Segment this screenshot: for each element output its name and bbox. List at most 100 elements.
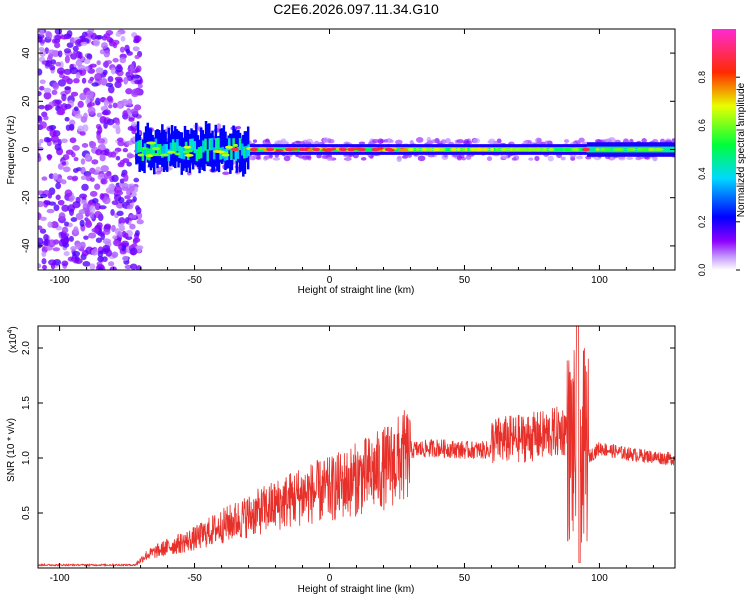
spectrogram-peak (421, 148, 427, 151)
spectrogram-core (208, 138, 212, 151)
spectrogram-noise-blob (72, 168, 79, 173)
spectrogram-noise-blob (125, 88, 133, 95)
spectrogram-band (238, 132, 242, 173)
x-tick-label: 100 (591, 275, 608, 286)
spectrogram-peak (273, 149, 284, 153)
spectrogram-noise-blob (38, 154, 42, 163)
spectrogram-noise-blob (75, 72, 81, 80)
spectrogram-band (161, 124, 164, 168)
spectrogram-haze (263, 155, 270, 160)
spectrogram-core (232, 138, 235, 151)
x-tick-label: 50 (459, 275, 471, 286)
y-tick-label: -20 (21, 190, 32, 205)
spectrogram-noise-blob (112, 239, 120, 246)
spectrogram-noise-blob (41, 258, 47, 265)
spectrogram-noise-blob (103, 33, 111, 39)
spectrogram-noise-blob (95, 237, 103, 243)
spectrogram-noise-blob (136, 219, 144, 225)
spectrogram-noise-blob (48, 259, 57, 266)
spectrogram-noise-blob (38, 142, 42, 147)
spectrogram-haze (295, 140, 302, 144)
spectrogram-peak (574, 148, 579, 151)
spectrogram-noise-blob (60, 34, 69, 40)
spectrogram-core (167, 149, 171, 162)
spectrogram-noise-blob (129, 223, 136, 230)
spectrogram-noise-blob (63, 48, 72, 54)
spectrogram-peak (499, 148, 510, 151)
spectrogram-peak (141, 146, 147, 150)
spectrogram-peak (223, 151, 229, 155)
spectrogram-noise-blob (115, 119, 121, 126)
spectrogram-core (448, 147, 451, 152)
spectrogram-noise-blob (112, 124, 120, 129)
spectrogram-noise-blob (133, 38, 140, 44)
spectrogram-haze (563, 139, 570, 143)
spectrogram-noise-blob (57, 199, 65, 206)
spectrogram-noise-blob (94, 73, 103, 81)
spectrogram-noise-blob (64, 103, 72, 110)
spectrogram-band (206, 123, 209, 167)
spectrogram-noise-blob (66, 30, 73, 38)
spectrogram-peak (490, 148, 495, 151)
spectrogram-noise-blob (55, 182, 62, 190)
spectrogram-core (446, 147, 449, 152)
spectrogram-haze (222, 171, 230, 176)
x-tick-label: 50 (459, 573, 471, 584)
spectrogram-noise-blob (38, 104, 45, 110)
spectrogram-hotspot (339, 147, 348, 152)
y-tick-label: 2.0 (21, 341, 32, 355)
spectrogram-noise-blob (70, 217, 78, 222)
spectrogram-noise-blob (82, 124, 89, 132)
spectrogram-noise-blob (100, 178, 108, 185)
spectrogram-noise-blob (99, 49, 105, 55)
spectrogram-noise-blob (43, 115, 49, 121)
spectrogram-peak (530, 148, 539, 151)
spectrogram-noise-blob (91, 198, 99, 204)
spectrogram-noise-blob (94, 183, 101, 190)
spectrogram-noise-blob (47, 154, 52, 161)
spectrogram-noise-blob (97, 255, 105, 263)
spectrogram-noise-blob (38, 36, 43, 43)
spectrogram-noise-blob (39, 79, 46, 84)
spectrogram-haze (417, 155, 426, 162)
spectrogram-noise-blob (38, 68, 43, 76)
spectrogram-noise-blob (48, 124, 57, 130)
spectrogram-hotspot (231, 147, 240, 152)
spectrogram-core (178, 145, 181, 158)
spectrogram-peak (541, 148, 548, 151)
spectrogram-marks (38, 29, 675, 270)
spectrogram-core (554, 147, 557, 152)
spectrogram-noise-blob (124, 216, 130, 224)
spectrogram-noise-blob (80, 41, 88, 46)
spectrogram-noise-blob (103, 172, 110, 180)
spectrogram-core (236, 146, 240, 159)
spectrogram-noise-blob (41, 176, 48, 181)
spectrogram-noise-blob (51, 38, 57, 44)
spectrogram-noise-blob (76, 51, 82, 59)
spectrogram-peak (547, 148, 555, 151)
spectrogram-noise-blob (133, 177, 140, 183)
spectrogram-peak (648, 148, 656, 151)
spectrogram-noise-blob (41, 251, 47, 257)
spectrogram-haze (377, 138, 384, 145)
spectrogram-peak (175, 152, 181, 156)
spectrogram-core (664, 146, 667, 153)
spectrogram-haze (544, 140, 551, 145)
spectrogram-peak (398, 148, 409, 152)
spectrogram-noise-blob (126, 204, 134, 210)
y-tick-label: 20 (21, 95, 32, 107)
spectrogram-haze (487, 140, 495, 144)
spectrogram-core (238, 138, 242, 151)
spectrogram-noise-blob (38, 91, 42, 97)
spectrogram-noise-blob (107, 75, 114, 83)
spectrogram-haze (395, 139, 403, 145)
spectrogram-noise-blob (72, 45, 79, 52)
spectrogram-core (191, 138, 194, 151)
spectrogram-haze (465, 154, 472, 160)
spectrogram-noise-blob (116, 78, 124, 83)
spectrogram-haze (345, 156, 351, 162)
spectrogram-noise-blob (112, 102, 118, 109)
spectrogram-noise-blob (121, 186, 129, 192)
spectrogram-noise-blob (132, 46, 140, 52)
